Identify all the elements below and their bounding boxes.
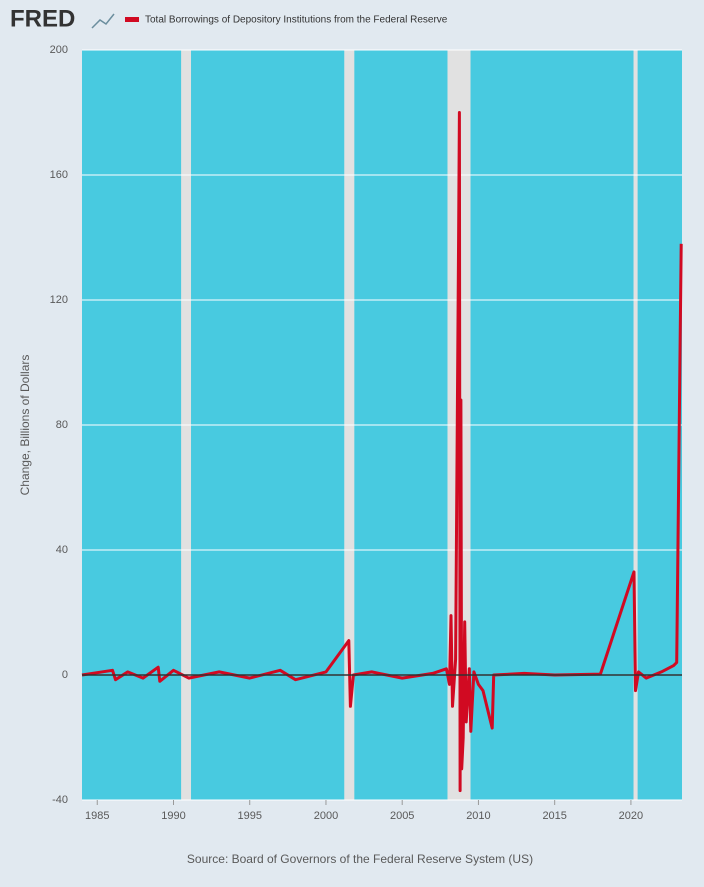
x-tick-label: 1990 <box>161 810 185 822</box>
y-tick-label: 40 <box>56 544 68 556</box>
y-tick-label: 120 <box>50 294 68 306</box>
logo-icon <box>91 13 115 29</box>
y-tick-label: -40 <box>52 794 68 806</box>
y-tick-label: 80 <box>56 419 68 431</box>
y-axis-label: Change, Billions of Dollars <box>18 355 32 496</box>
y-tick-label: 200 <box>50 44 68 56</box>
legend-swatch <box>125 17 139 22</box>
x-tick-label: 2020 <box>619 810 643 822</box>
x-tick-label: 1995 <box>237 810 261 822</box>
logo: FRED <box>10 5 75 32</box>
source: Source: Board of Governors of the Federa… <box>187 852 533 866</box>
x-tick-label: 2000 <box>314 810 338 822</box>
x-tick-label: 2005 <box>390 810 414 822</box>
legend-label: Total Borrowings of Depository Instituti… <box>145 15 448 26</box>
x-tick-label: 2010 <box>466 810 490 822</box>
y-tick-label: 0 <box>62 669 68 681</box>
x-tick-label: 1985 <box>85 810 109 822</box>
y-tick-label: 160 <box>50 169 68 181</box>
x-tick-label: 2015 <box>542 810 566 822</box>
